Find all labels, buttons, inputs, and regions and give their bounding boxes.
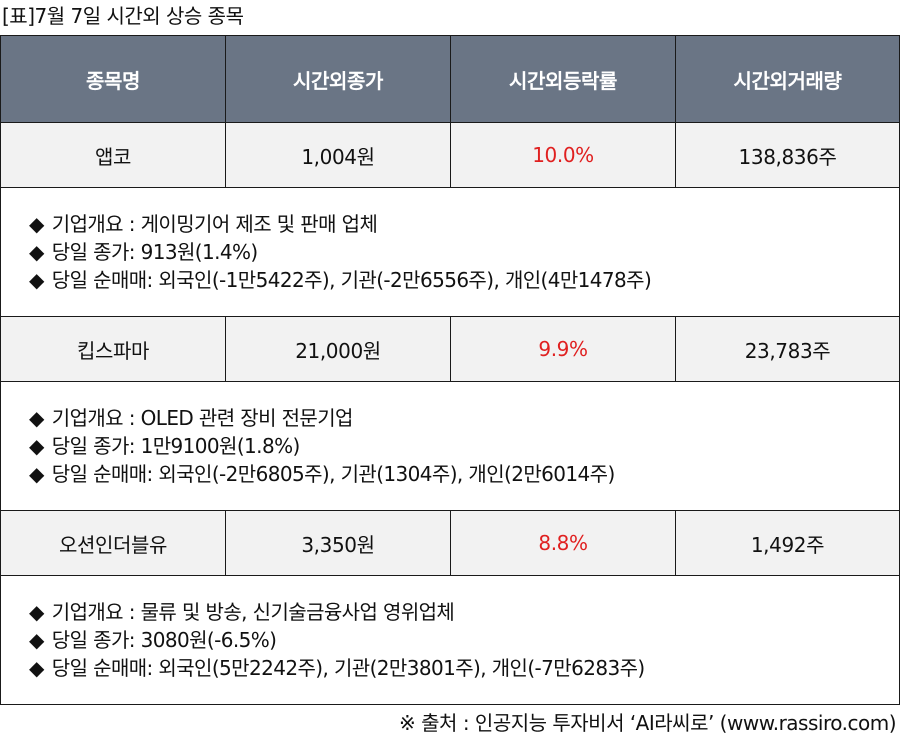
stock-row: 앱코 1,004원 10.0% 138,836주 [0,122,900,188]
detail-text: 기업개요 : 물류 및 방송, 신기술금융사업 영위업체 [51,600,455,624]
detail-line-overview: ◆ 기업개요 : 게이밍기어 제조 및 판매 업체 [29,210,899,238]
table-caption: [표]7월 7일 시간외 상승 종목 [2,4,244,28]
stock-volume: 1,492주 [675,510,900,576]
stock-volume: 138,836주 [675,122,900,188]
detail-text: 당일 종가: 913원(1.4%) [51,240,258,264]
stock-close: 3,350원 [225,510,451,576]
detail-line-overview: ◆ 기업개요 : OLED 관련 장비 전문기업 [29,404,899,432]
diamond-icon: ◆ [29,656,44,680]
diamond-icon: ◆ [29,268,44,292]
stock-detail-row: ◆ 기업개요 : OLED 관련 장비 전문기업 ◆ 당일 종가: 1만9100원(… [0,381,900,511]
stock-rate: 8.8% [450,510,676,576]
stock-rate: 9.9% [450,316,676,382]
diamond-icon: ◆ [29,212,44,236]
stock-rate: 10.0% [450,122,676,188]
stock-volume: 23,783주 [675,316,900,382]
stock-detail-cell: ◆ 기업개요 : OLED 관련 장비 전문기업 ◆ 당일 종가: 1만9100원(… [0,381,900,511]
stock-name: 오션인더블유 [0,510,226,576]
detail-line-close: ◆ 당일 종가: 3080원(-6.5%) [29,626,899,654]
stock-row: 킵스파마 21,000원 9.9% 23,783주 [0,316,900,382]
diamond-icon: ◆ [29,434,44,458]
source-footnote: ※ 출처 : 인공지능 투자비서 ‘AI라씨로’ (www.rassiro.co… [399,711,896,735]
detail-text: 당일 순매매: 외국인(5만2242주), 기관(2만3801주), 개인(-7… [51,656,645,680]
detail-line-close: ◆ 당일 종가: 1만9100원(1.8%) [29,432,899,460]
detail-text: 기업개요 : OLED 관련 장비 전문기업 [51,406,354,430]
detail-text: 기업개요 : 게이밍기어 제조 및 판매 업체 [51,212,378,236]
stock-detail-cell: ◆ 기업개요 : 물류 및 방송, 신기술금융사업 영위업체 ◆ 당일 종가: 30… [0,575,900,705]
detail-text: 당일 종가: 1만9100원(1.8%) [51,434,301,458]
stock-detail-row: ◆ 기업개요 : 게이밍기어 제조 및 판매 업체 ◆ 당일 종가: 913원(1.… [0,187,900,317]
diamond-icon: ◆ [29,240,44,264]
diamond-icon: ◆ [29,462,44,486]
stock-close: 21,000원 [225,316,451,382]
stock-close: 1,004원 [225,122,451,188]
stock-name: 킵스파마 [0,316,226,382]
stock-detail-cell: ◆ 기업개요 : 게이밍기어 제조 및 판매 업체 ◆ 당일 종가: 913원(1.… [0,187,900,317]
detail-line-close: ◆ 당일 종가: 913원(1.4%) [29,238,899,266]
stock-row: 오션인더블유 3,350원 8.8% 1,492주 [0,510,900,576]
diamond-icon: ◆ [29,406,44,430]
detail-line-net-trading: ◆ 당일 순매매: 외국인(5만2242주), 기관(2만3801주), 개인(-… [29,654,899,682]
detail-line-net-trading: ◆ 당일 순매매: 외국인(-2만6805주), 기관(1304주), 개인(2만… [29,460,899,488]
stock-name: 앱코 [0,122,226,188]
header-after-hours-rate: 시간외등락률 [450,35,676,123]
header-after-hours-close: 시간외종가 [225,35,451,123]
detail-line-overview: ◆ 기업개요 : 물류 및 방송, 신기술금융사업 영위업체 [29,598,899,626]
detail-text: 당일 종가: 3080원(-6.5%) [51,628,277,652]
diamond-icon: ◆ [29,628,44,652]
detail-line-net-trading: ◆ 당일 순매매: 외국인(-1만5422주), 기관(-2만6556주), 개인… [29,266,899,294]
after-hours-gainers-table: 종목명 시간외종가 시간외등락률 시간외거래량 앱코 1,004원 10.0% … [0,35,900,705]
stock-detail-row: ◆ 기업개요 : 물류 및 방송, 신기술금융사업 영위업체 ◆ 당일 종가: 30… [0,575,900,705]
header-row: 종목명 시간외종가 시간외등락률 시간외거래량 [0,35,900,123]
detail-text: 당일 순매매: 외국인(-1만5422주), 기관(-2만6556주), 개인(… [51,268,652,292]
diamond-icon: ◆ [29,600,44,624]
header-after-hours-volume: 시간외거래량 [675,35,900,123]
detail-text: 당일 순매매: 외국인(-2만6805주), 기관(1304주), 개인(2만6… [51,462,615,486]
header-stock-name: 종목명 [0,35,226,123]
